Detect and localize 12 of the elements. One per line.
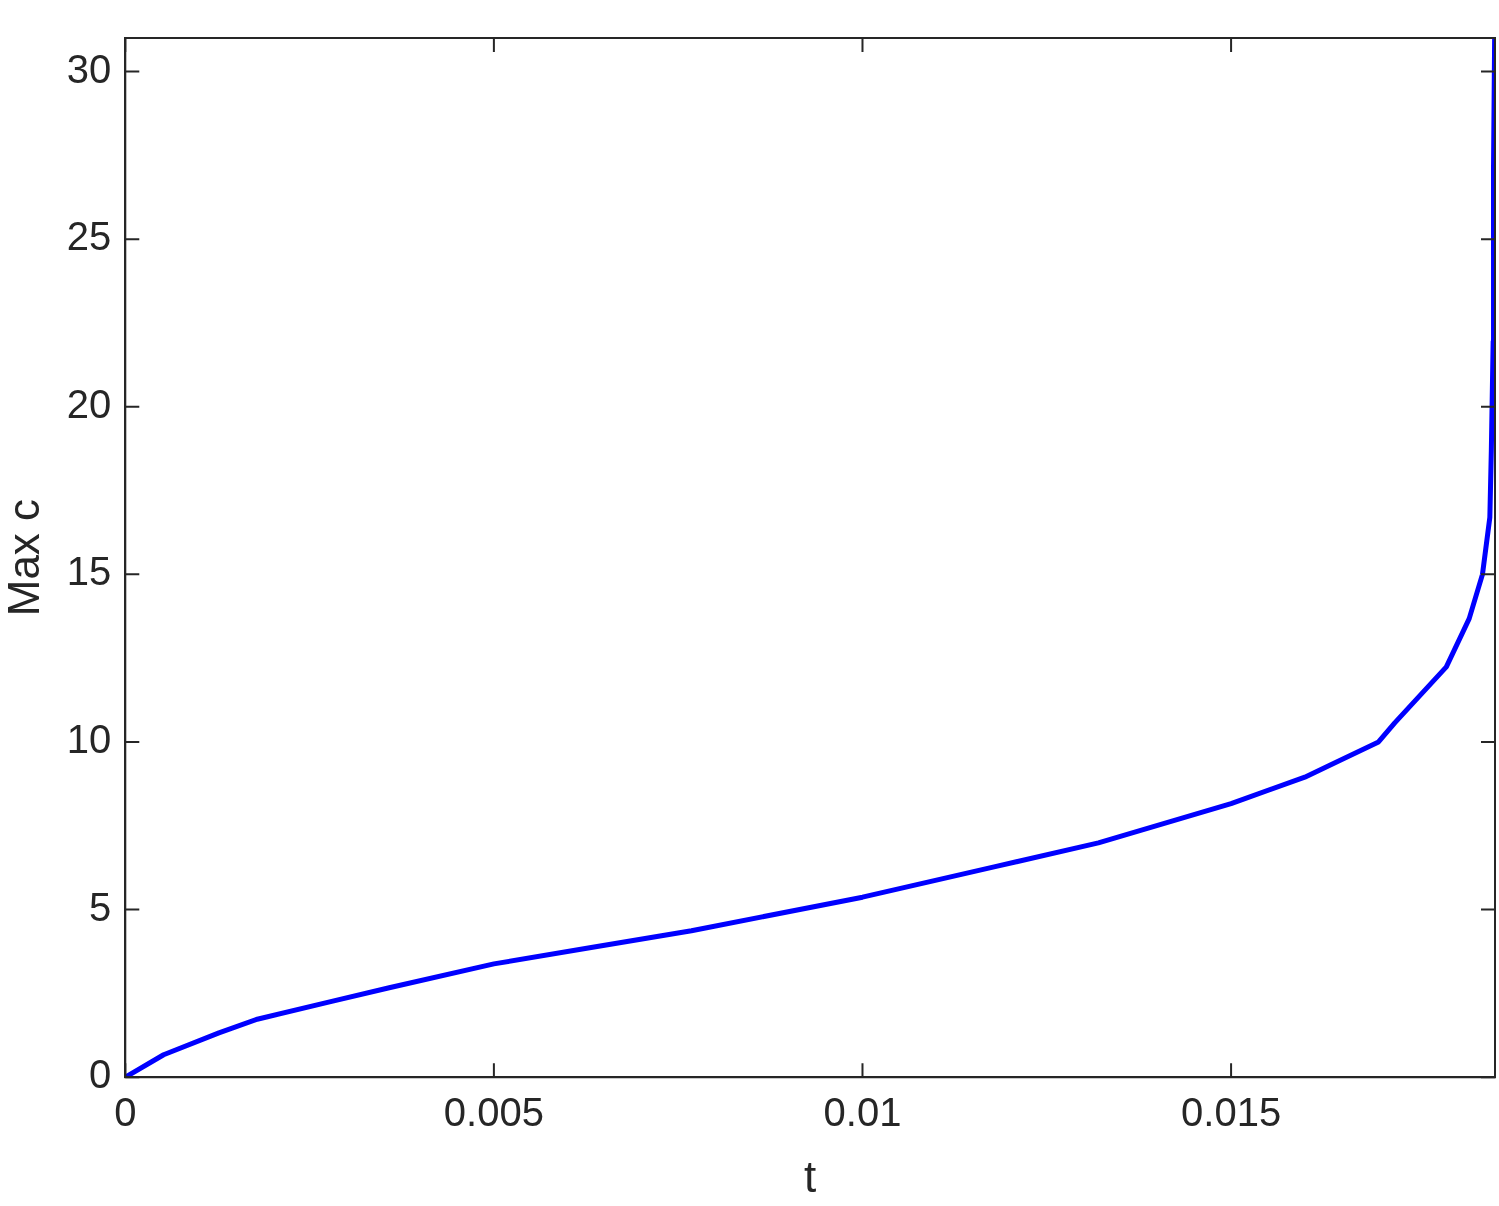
y-tick-label: 20: [66, 381, 112, 426]
y-tick-label: 15: [66, 549, 112, 594]
y-tick-label: 30: [66, 46, 112, 91]
y-tick-label: 0: [89, 1052, 112, 1097]
y-tick-label: 10: [66, 717, 112, 762]
y-tick-label: 25: [66, 214, 112, 259]
y-axis-title: Max c: [0, 498, 48, 617]
x-tick-label: 0.015: [1181, 1090, 1282, 1135]
x-tick-label: 0.01: [823, 1090, 902, 1135]
y-tick-label: 5: [89, 884, 112, 929]
x-tick-label: 0.005: [443, 1090, 544, 1135]
x-axis-title: t: [804, 1151, 817, 1201]
